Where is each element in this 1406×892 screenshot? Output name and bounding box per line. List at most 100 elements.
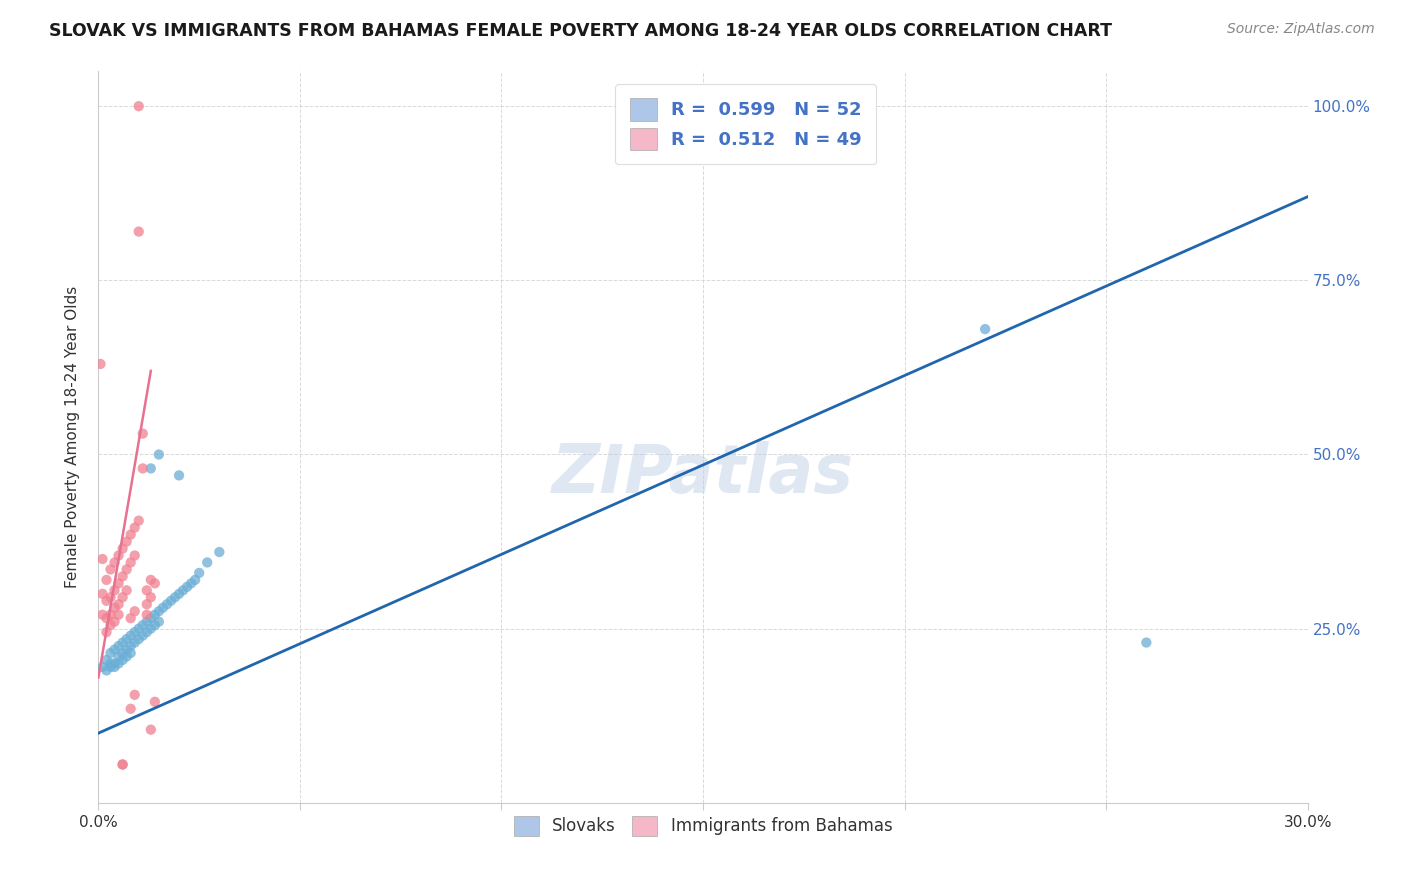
Point — [135, 615, 157, 629]
Point — [156, 597, 179, 611]
Point — [120, 646, 142, 660]
Point — [107, 639, 129, 653]
Point — [100, 591, 122, 605]
Point — [100, 646, 122, 660]
Point — [139, 611, 162, 625]
Point — [120, 611, 142, 625]
Point — [111, 635, 134, 649]
Point — [91, 587, 114, 601]
Point — [115, 583, 138, 598]
Point — [124, 688, 146, 702]
Point — [135, 625, 157, 640]
Point — [111, 757, 134, 772]
Point — [208, 545, 231, 559]
Point — [128, 622, 150, 636]
Point — [160, 594, 183, 608]
Point — [132, 629, 155, 643]
Point — [115, 562, 138, 576]
Text: ZIPatlas: ZIPatlas — [553, 441, 853, 507]
Point — [111, 653, 134, 667]
Point — [143, 607, 166, 622]
Point — [143, 695, 166, 709]
Point — [124, 549, 146, 563]
Point — [135, 607, 157, 622]
Point — [124, 635, 146, 649]
Point — [120, 527, 142, 541]
Point — [167, 468, 190, 483]
Point — [96, 653, 118, 667]
Point — [111, 646, 134, 660]
Point — [124, 625, 146, 640]
Point — [120, 639, 142, 653]
Point — [180, 576, 202, 591]
Point — [107, 597, 129, 611]
Point — [152, 600, 174, 615]
Point — [176, 580, 198, 594]
Y-axis label: Female Poverty Among 18-24 Year Olds: Female Poverty Among 18-24 Year Olds — [65, 286, 80, 588]
Point — [107, 576, 129, 591]
Point — [107, 649, 129, 664]
Point — [172, 583, 194, 598]
Point — [115, 649, 138, 664]
Point — [132, 461, 155, 475]
Point — [91, 607, 114, 622]
Point — [139, 591, 162, 605]
Point — [974, 322, 997, 336]
Point — [115, 642, 138, 657]
Point — [100, 618, 122, 632]
Point — [100, 607, 122, 622]
Point — [195, 556, 218, 570]
Point — [103, 642, 125, 657]
Point — [132, 618, 155, 632]
Point — [96, 611, 118, 625]
Point — [100, 660, 122, 674]
Point — [100, 657, 122, 671]
Point — [96, 625, 118, 640]
Point — [89, 357, 111, 371]
Point — [148, 448, 170, 462]
Point — [128, 632, 150, 646]
Point — [139, 461, 162, 475]
Text: Source: ZipAtlas.com: Source: ZipAtlas.com — [1227, 22, 1375, 37]
Point — [103, 657, 125, 671]
Point — [139, 622, 162, 636]
Point — [124, 521, 146, 535]
Point — [111, 591, 134, 605]
Point — [143, 618, 166, 632]
Point — [124, 604, 146, 618]
Point — [148, 615, 170, 629]
Point — [120, 556, 142, 570]
Point — [132, 426, 155, 441]
Point — [115, 632, 138, 646]
Legend: Slovaks, Immigrants from Bahamas: Slovaks, Immigrants from Bahamas — [501, 802, 905, 849]
Point — [91, 552, 114, 566]
Point — [96, 664, 118, 678]
Point — [111, 569, 134, 583]
Point — [91, 660, 114, 674]
Point — [167, 587, 190, 601]
Point — [163, 591, 186, 605]
Point — [139, 723, 162, 737]
Point — [103, 615, 125, 629]
Point — [103, 583, 125, 598]
Point — [1135, 635, 1157, 649]
Point — [135, 597, 157, 611]
Point — [111, 757, 134, 772]
Point — [148, 604, 170, 618]
Point — [143, 576, 166, 591]
Point — [96, 594, 118, 608]
Point — [188, 566, 211, 580]
Point — [135, 583, 157, 598]
Point — [103, 660, 125, 674]
Point — [128, 99, 150, 113]
Point — [96, 573, 118, 587]
Point — [111, 541, 134, 556]
Point — [107, 549, 129, 563]
Point — [120, 702, 142, 716]
Point — [128, 514, 150, 528]
Text: SLOVAK VS IMMIGRANTS FROM BAHAMAS FEMALE POVERTY AMONG 18-24 YEAR OLDS CORRELATI: SLOVAK VS IMMIGRANTS FROM BAHAMAS FEMALE… — [49, 22, 1112, 40]
Point — [103, 556, 125, 570]
Point — [107, 607, 129, 622]
Point — [103, 600, 125, 615]
Point — [128, 225, 150, 239]
